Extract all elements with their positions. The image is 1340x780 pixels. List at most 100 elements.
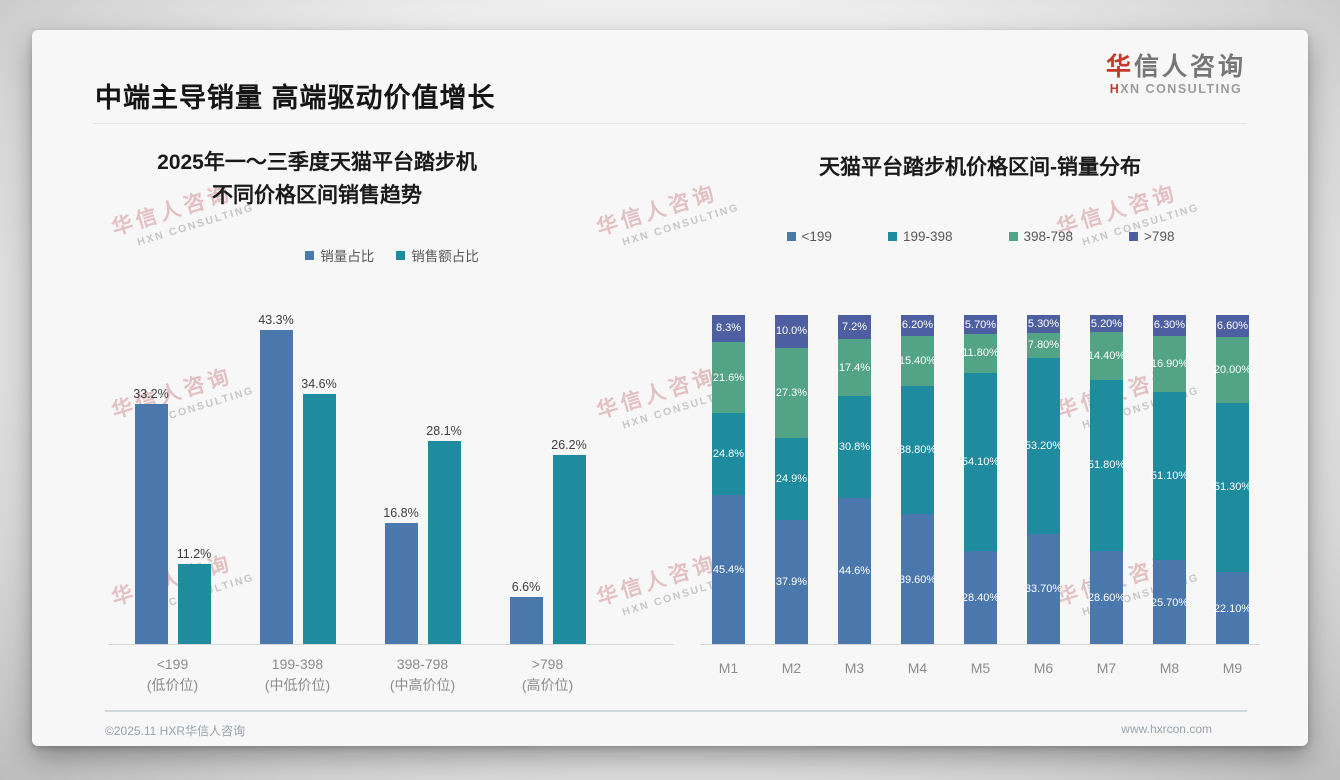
x-axis-label: >798 (高价位) bbox=[485, 654, 610, 696]
bar-group: 6.6% 26.2% bbox=[485, 315, 610, 645]
stacked-bar: 22.10% 51.30% 20.00% 6.60% bbox=[1213, 315, 1252, 645]
legend-swatch bbox=[1008, 232, 1018, 241]
bar-segment: 21.6% bbox=[712, 342, 745, 414]
stacked-bar-column: 33.70% 53.20% 7.80% 5.30% bbox=[1012, 315, 1075, 645]
x-axis-label: 199-398 (中低价位) bbox=[235, 654, 360, 696]
legend-item: 销售额占比 bbox=[396, 245, 479, 265]
stacked-bar-column: 45.4% 24.8% 21.6% 8.3% bbox=[697, 314, 760, 645]
segment-label: 14.40% bbox=[1087, 349, 1126, 362]
logo-en-text: HXN CONSULTING bbox=[1106, 82, 1246, 96]
x-axis-label-line2: (低价位) bbox=[146, 677, 199, 693]
right-chart-title: 天猫平台踏步机价格区间-销量分布 bbox=[819, 156, 1141, 179]
bar-group: 16.8% 28.1% bbox=[360, 315, 485, 645]
x-axis-label: M9 bbox=[1222, 660, 1243, 676]
segment-label: 15.40% bbox=[898, 354, 937, 367]
bar: 43.3% bbox=[258, 313, 294, 645]
segment-label: 44.6% bbox=[838, 565, 871, 578]
logo-zh-text: 华信人咨询 bbox=[1106, 53, 1246, 82]
bar-segment: 30.8% bbox=[838, 396, 871, 498]
stacked-bar-column: 25.70% 51.10% 16.90% 6.30% bbox=[1138, 315, 1201, 645]
left-chart-title-line2: 不同价格区间销售趋势 bbox=[212, 183, 422, 207]
bar-segment: 24.8% bbox=[712, 413, 745, 496]
x-axis-label: M6 bbox=[1033, 660, 1054, 676]
bar-segment: 37.9% bbox=[775, 519, 808, 645]
x-axis-label-line2: (中高价位) bbox=[389, 677, 456, 693]
x-axis-label: M7 bbox=[1096, 660, 1117, 676]
bar-segment: 25.70% bbox=[1150, 560, 1189, 645]
stacked-bar: 44.6% 30.8% 17.4% 7.2% bbox=[838, 315, 871, 645]
legend-label: >798 bbox=[1144, 229, 1175, 244]
right-chart-plot: 45.4% 24.8% 21.6% 8.3% 37.9% 24.9% 27.3% 10.0% 4… bbox=[697, 314, 1264, 645]
bar-value-label: 26.2% bbox=[551, 437, 587, 452]
stacked-bar: 39.60% 38.80% 15.40% 6.20% bbox=[898, 315, 937, 645]
stacked-bar: 37.9% 24.9% 27.3% 10.0% bbox=[775, 314, 808, 645]
footer-copyright: ©2025.11 HXR华信人咨询 bbox=[105, 724, 245, 738]
segment-label: 25.70% bbox=[1150, 596, 1189, 609]
bar-segment: 6.60% bbox=[1216, 315, 1249, 337]
segment-label: 7.80% bbox=[1027, 339, 1060, 352]
segment-label: 6.30% bbox=[1153, 319, 1186, 332]
right-chart-legend: <199 199-398 398-798 >798 bbox=[697, 229, 1264, 244]
left-chart-legend: 销量占比 销售额占比 bbox=[182, 245, 602, 265]
bar-segment: 8.3% bbox=[712, 314, 745, 343]
bar: 26.2% bbox=[551, 438, 587, 645]
x-axis-label-line1: 199-398 bbox=[271, 656, 324, 672]
company-logo: 华信人咨询 HXN CONSULTING bbox=[1106, 53, 1246, 96]
x-axis-label: M1 bbox=[718, 660, 739, 676]
footer-divider bbox=[105, 710, 1247, 712]
bar-segment: 38.80% bbox=[898, 386, 937, 515]
logo-en-rest: XN CONSULTING bbox=[1120, 81, 1243, 96]
segment-label: 6.60% bbox=[1216, 319, 1249, 332]
bar-segment: 10.0% bbox=[775, 314, 808, 348]
logo-zh-rest: 信人咨询 bbox=[1133, 53, 1246, 81]
stacked-bar: 45.4% 24.8% 21.6% 8.3% bbox=[712, 314, 745, 645]
segment-label: 51.80% bbox=[1087, 459, 1126, 472]
legend-item: 398-798 bbox=[1008, 229, 1073, 244]
bar-segment: 24.9% bbox=[775, 437, 808, 520]
legend-label: 销售额占比 bbox=[411, 249, 479, 264]
left-chart-axis-line bbox=[108, 644, 674, 645]
slide-title: 中端主导销量 高端驱动价值增长 bbox=[95, 83, 496, 113]
bar: 28.1% bbox=[426, 424, 462, 645]
segment-label: 28.40% bbox=[961, 592, 1000, 605]
bar-segment: 28.40% bbox=[961, 551, 1000, 645]
left-chart-plot: 33.2% 11.2% 43.3% 34.6% 16.8% 28.1% 6.6% 26.2% bbox=[110, 313, 610, 645]
segment-label: 30.8% bbox=[838, 441, 871, 454]
bar-segment: 7.2% bbox=[838, 315, 871, 339]
bar-segment: 5.30% bbox=[1027, 315, 1060, 333]
bar-group: 43.3% 34.6% bbox=[235, 313, 360, 645]
segment-label: 5.20% bbox=[1090, 317, 1123, 330]
bar-group: 33.2% 11.2% bbox=[110, 315, 235, 645]
bar-segment: 5.70% bbox=[964, 315, 997, 334]
x-axis-label-line1: <199 bbox=[156, 656, 189, 672]
legend-swatch bbox=[786, 232, 796, 241]
legend-swatch bbox=[305, 250, 315, 260]
segment-label: 5.30% bbox=[1027, 317, 1060, 330]
x-axis-label: M3 bbox=[844, 660, 865, 676]
bar: 33.2% bbox=[133, 387, 169, 645]
bar-segment: 51.10% bbox=[1151, 391, 1188, 561]
bar-value-label: 16.8% bbox=[383, 505, 419, 520]
stacked-bar: 28.40% 54.10% 11.80% 5.70% bbox=[961, 315, 1000, 645]
left-chart-title-line1: 2025年一～三季度天猫平台踏步机 bbox=[157, 151, 477, 174]
bar-value-label: 33.2% bbox=[133, 386, 169, 401]
bar-segment: 22.10% bbox=[1213, 572, 1252, 645]
legend-item: >798 bbox=[1129, 229, 1174, 244]
segment-label: 45.4% bbox=[712, 564, 745, 577]
bar-segment: 27.3% bbox=[775, 347, 808, 438]
bar-segment: 16.90% bbox=[1151, 335, 1188, 392]
segment-label: 17.4% bbox=[838, 361, 871, 374]
legend-item: 销量占比 bbox=[305, 245, 374, 265]
bar-segment: 39.60% bbox=[899, 514, 936, 645]
bar-segment: 53.20% bbox=[1025, 358, 1062, 534]
segment-label: 8.3% bbox=[715, 322, 742, 335]
segment-label: 28.60% bbox=[1087, 591, 1126, 604]
bar-segment: 51.30% bbox=[1214, 402, 1251, 573]
segment-label: 38.80% bbox=[898, 444, 937, 457]
legend-swatch bbox=[887, 232, 897, 241]
bar-value-label: 11.2% bbox=[176, 546, 212, 561]
segment-label: 22.10% bbox=[1213, 602, 1252, 615]
bar-segment: 54.10% bbox=[962, 372, 999, 552]
x-axis-label-line1: 398-798 bbox=[396, 656, 449, 672]
x-axis-label: M4 bbox=[907, 660, 928, 676]
